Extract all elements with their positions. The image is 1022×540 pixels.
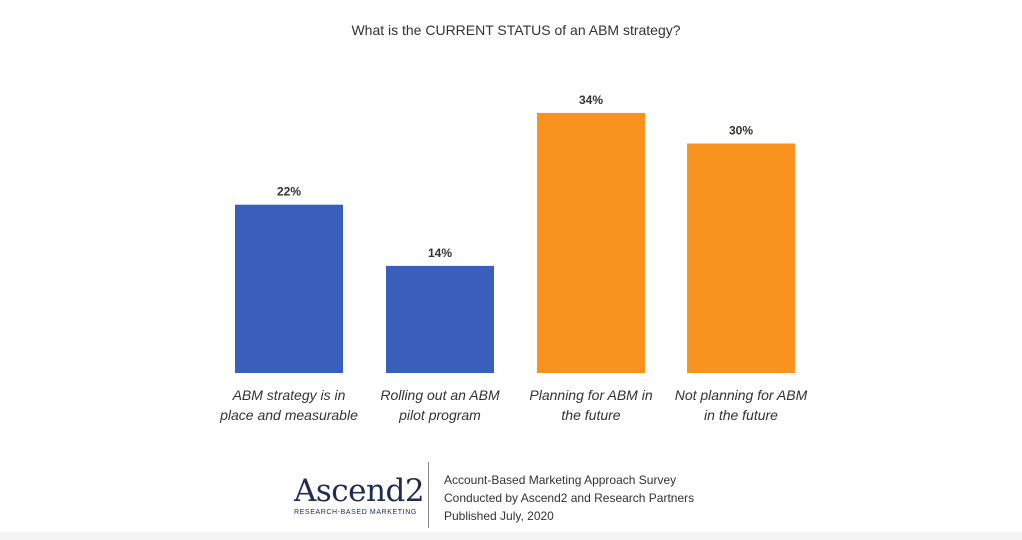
bar-4: [687, 143, 795, 373]
bar-1: [235, 204, 343, 373]
data-label-4: 30%: [729, 124, 753, 138]
chart-title: What is the CURRENT STATUS of an ABM str…: [351, 22, 680, 38]
data-label-2: 14%: [428, 246, 452, 260]
survey-conducted-by: Conducted by Ascend2 and Research Partne…: [444, 491, 695, 505]
category-label-2-line-2: pilot program: [398, 407, 481, 423]
survey-published-date: Published July, 2020: [444, 509, 554, 523]
data-label-1: 22%: [277, 185, 301, 199]
logo-tagline: RESEARCH-BASED MARKETING: [294, 509, 417, 516]
category-label-2-line-1: Rolling out an ABM: [380, 387, 500, 403]
survey-name: Account-Based Marketing Approach Survey: [444, 473, 677, 487]
category-label-4-line-1: Not planning for ABM: [675, 387, 808, 403]
category-label-4-line-2: in the future: [704, 407, 778, 423]
bottom-strip: [0, 532, 1022, 540]
footer: Ascend2 RESEARCH-BASED MARKETING Account…: [0, 462, 1022, 532]
category-label-3-line-2: the future: [561, 407, 620, 423]
bar-2: [386, 265, 494, 373]
footer-divider: [428, 462, 429, 528]
category-label-1-line-1: ABM strategy is in: [232, 387, 346, 403]
logo-wordmark: Ascend2: [294, 473, 425, 509]
data-label-3: 34%: [579, 93, 603, 107]
category-label-3-line-1: Planning for ABM in: [529, 387, 652, 403]
bar-chart: What is the CURRENT STATUS of an ABM str…: [219, 22, 808, 423]
category-label-1-line-2: place and measurable: [219, 407, 358, 423]
ascend2-logo: Ascend2 RESEARCH-BASED MARKETING: [294, 473, 425, 517]
survey-info: Account-Based Marketing Approach Survey …: [444, 471, 694, 525]
bar-3: [537, 112, 645, 374]
